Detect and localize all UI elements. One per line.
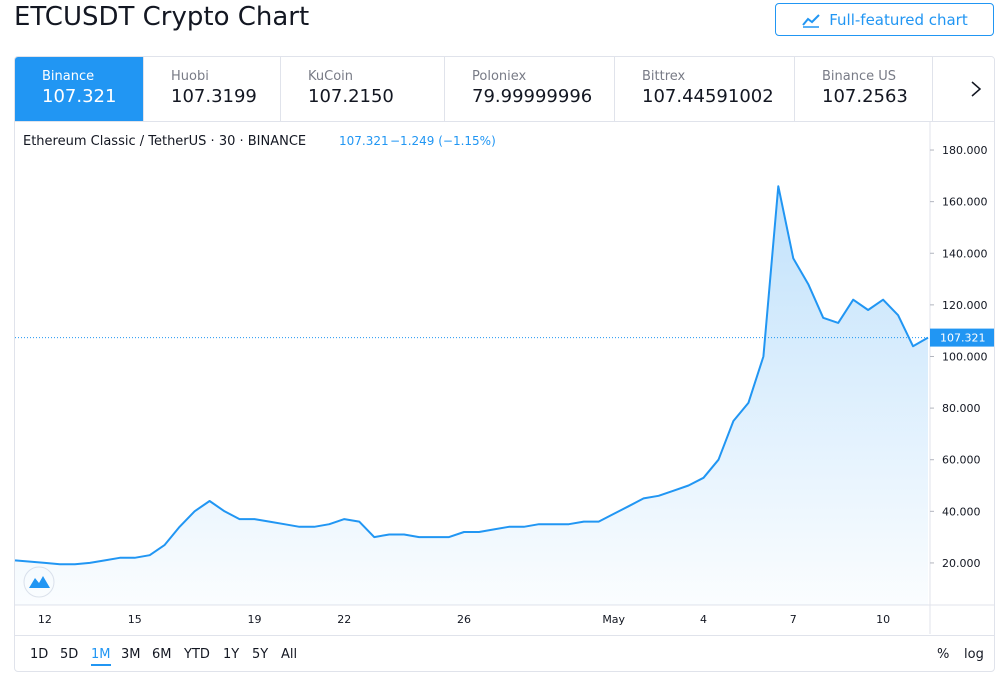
range-button[interactable]: 3M xyxy=(121,647,141,662)
exchange-price: 79.99999996 xyxy=(472,86,593,107)
exchange-name: Poloniex xyxy=(472,69,527,84)
exchange-tab[interactable]: Binance US 107.2563 xyxy=(795,57,933,121)
range-button[interactable]: 5D xyxy=(60,647,79,662)
range-button[interactable]: 5Y xyxy=(252,647,269,662)
scale-button[interactable]: % xyxy=(937,647,950,662)
range-button[interactable]: YTD xyxy=(184,647,210,662)
exchange-tab[interactable]: Binance 107.321 xyxy=(15,57,144,121)
full-chart-button[interactable]: Full-featured chart xyxy=(775,3,994,36)
range-button[interactable]: 1M xyxy=(91,647,111,666)
range-button[interactable]: 1Y xyxy=(223,647,240,662)
exchange-name: Huobi xyxy=(171,69,209,84)
next-arrow[interactable] xyxy=(958,57,994,121)
exchange-price: 107.321 xyxy=(42,86,117,107)
range-button[interactable]: All xyxy=(281,647,298,662)
exchange-tab[interactable]: KuCoin 107.2150 xyxy=(281,57,445,121)
arrow-icon xyxy=(971,81,982,97)
exchange-tab[interactable]: Poloniex 79.99999996 xyxy=(445,57,615,121)
button-label: Full-featured chart xyxy=(829,10,968,29)
scale-button[interactable]: log xyxy=(964,647,984,662)
range-button[interactable]: 1D xyxy=(30,647,49,662)
exchange-tab[interactable]: Bittrex 107.44591002 xyxy=(615,57,795,121)
exchange-price: 107.2563 xyxy=(822,86,908,107)
exchange-name: Bittrex xyxy=(642,69,686,84)
exchange-tab[interactable]: Huobi 107.3199 xyxy=(144,57,281,121)
exchange-price: 107.44591002 xyxy=(642,86,774,107)
exchange-price: 107.2150 xyxy=(308,86,394,107)
exchange-name: KuCoin xyxy=(308,69,353,84)
widget-box: Binance 107.321 Huobi 107.3199 KuCoin 107.215… xyxy=(14,56,995,672)
exchange-tabs: Binance 107.321 Huobi 107.3199 KuCoin 107.215… xyxy=(15,57,994,122)
page-title: ETCUSDT Crypto Chart xyxy=(14,2,310,32)
range-button[interactable]: 6M xyxy=(152,647,172,662)
exchange-price: 107.3199 xyxy=(171,86,257,107)
bottom-bar: 1D 5D 1M 3M 6M YTD 1Y 5Y All% log xyxy=(14,635,995,672)
exchange-name: Binance US xyxy=(822,69,897,84)
exchange-name: Binance xyxy=(42,69,95,84)
chart-icon xyxy=(802,13,820,28)
